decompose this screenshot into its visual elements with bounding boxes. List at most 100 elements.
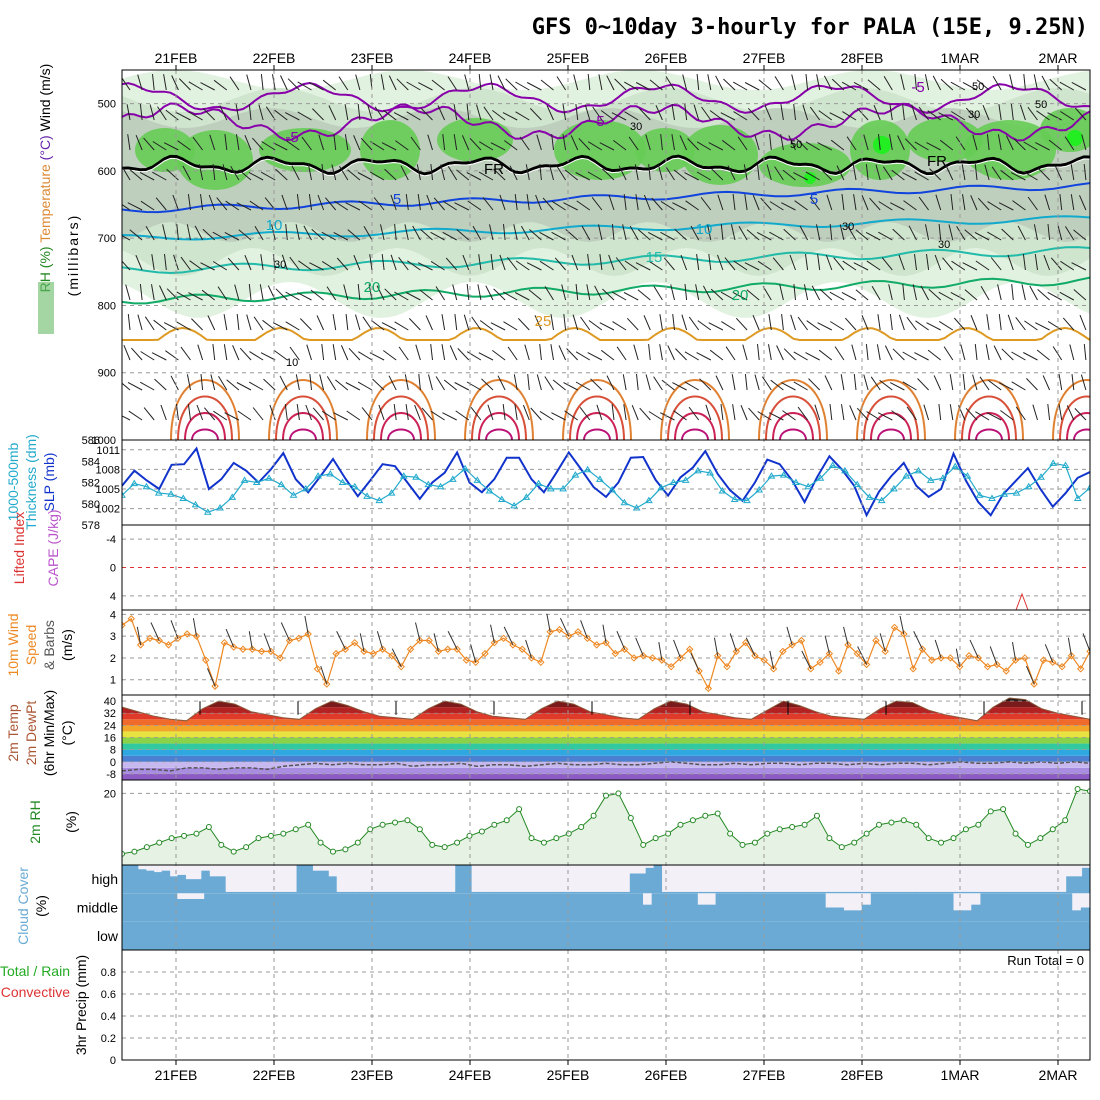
wind-barb bbox=[598, 224, 603, 241]
cloud-high-bar bbox=[407, 891, 417, 894]
date-label-top: 26FEB bbox=[645, 50, 688, 66]
wind-barb bbox=[175, 404, 179, 421]
rh2m-marker bbox=[838, 844, 845, 851]
upper-air-ylabel-part: Temperature bbox=[37, 160, 53, 242]
wind-barb bbox=[1038, 168, 1050, 181]
cloud-high-bar bbox=[431, 891, 440, 894]
wind-barb bbox=[720, 112, 736, 121]
warm-dome-isotherm bbox=[170, 379, 240, 440]
upper-air-ylabel: RH (%) Temperature (°C) Wind (m/s) bbox=[37, 64, 53, 293]
wind-barb bbox=[866, 411, 881, 421]
wind-barb bbox=[331, 164, 337, 181]
wind-barb bbox=[493, 168, 506, 181]
wind-barb bbox=[587, 254, 591, 271]
warm-dome-isotherm bbox=[660, 379, 730, 440]
wind-barb bbox=[1015, 316, 1026, 331]
warm-dome-isotherm bbox=[975, 428, 1003, 440]
wind-barb bbox=[1064, 226, 1075, 241]
thickness-marker bbox=[338, 478, 347, 485]
wind-barb bbox=[497, 75, 506, 91]
wind-barb bbox=[611, 112, 627, 121]
rh2m-marker bbox=[466, 832, 473, 839]
wind-barb bbox=[309, 374, 312, 391]
wind-barb bbox=[467, 200, 482, 211]
wind-barb bbox=[466, 104, 470, 121]
wind10m-marker bbox=[527, 654, 536, 662]
wind-barb bbox=[987, 201, 1002, 211]
cloud-middle-bar bbox=[889, 893, 899, 922]
wind-barb bbox=[297, 81, 312, 91]
wind10m-marker bbox=[797, 636, 806, 645]
upper-air-ylabel-part: Wind bbox=[37, 96, 53, 132]
wind-barb bbox=[892, 228, 905, 241]
cloud-plot bbox=[122, 865, 1090, 950]
thickness-marker bbox=[706, 468, 715, 476]
wind-barb bbox=[829, 291, 845, 301]
wind-barb bbox=[914, 141, 929, 151]
wind-barb bbox=[761, 376, 772, 391]
thickness-marker bbox=[1049, 459, 1058, 466]
wind-barb bbox=[673, 410, 687, 421]
wind-barb bbox=[127, 202, 143, 211]
wind-barb bbox=[682, 74, 688, 91]
wind-barb bbox=[287, 78, 300, 91]
wind-barb bbox=[914, 171, 929, 181]
thickness-marker bbox=[645, 496, 653, 504]
wind-barb bbox=[466, 381, 482, 391]
wind-barb bbox=[980, 285, 990, 301]
cloud-middle-bar bbox=[496, 893, 507, 922]
wind-barb bbox=[768, 412, 784, 421]
wind-barb bbox=[805, 171, 820, 181]
wind-barb bbox=[853, 81, 869, 91]
cloud-high-bar bbox=[788, 891, 797, 894]
wind-barb bbox=[684, 172, 699, 181]
thickness-marker bbox=[914, 466, 923, 474]
wind-barb bbox=[809, 196, 821, 211]
rh2m-ylabel-line: 2m RH bbox=[27, 800, 43, 844]
thickness-marker bbox=[252, 478, 261, 485]
thickness-marker bbox=[890, 484, 898, 492]
cloud-high-bar bbox=[550, 891, 559, 894]
cloud-middle-bar bbox=[1080, 907, 1090, 922]
cloud-high-bar bbox=[693, 891, 702, 894]
wind-barb bbox=[974, 164, 978, 181]
wind-barb bbox=[972, 134, 978, 151]
wind-barb bbox=[764, 105, 772, 121]
wind-barb bbox=[139, 284, 143, 301]
wind10m-barb bbox=[248, 631, 253, 650]
wind-barb bbox=[418, 374, 421, 391]
wind-barb bbox=[122, 382, 131, 391]
wind-barb bbox=[428, 374, 433, 391]
cloud-high-bar bbox=[590, 891, 599, 894]
warm-dome-isotherm bbox=[877, 428, 905, 440]
wind-barb bbox=[696, 171, 712, 181]
thickness-marker bbox=[816, 474, 825, 481]
stability-tick: -4 bbox=[106, 534, 116, 546]
rh2m-marker bbox=[1024, 841, 1031, 848]
thickness-marker bbox=[436, 482, 445, 490]
cloud-high-bar bbox=[145, 870, 155, 894]
cloud-high-bar bbox=[137, 869, 147, 894]
wind-barb bbox=[696, 74, 700, 91]
wind-barb bbox=[417, 262, 433, 271]
wind-barb bbox=[404, 374, 409, 391]
wind-barb bbox=[443, 200, 457, 211]
wind-barb bbox=[1059, 194, 1063, 211]
cloud-high-bar bbox=[669, 891, 678, 894]
wind-barb bbox=[877, 314, 881, 331]
cloud-high-bar bbox=[661, 891, 670, 894]
wind-barb bbox=[935, 194, 942, 211]
wind-barb bbox=[310, 289, 324, 301]
wind10m-marker bbox=[239, 645, 247, 653]
temp2m-tick: 8 bbox=[110, 745, 116, 757]
temp2m-line bbox=[122, 697, 1090, 722]
thickness-marker bbox=[216, 504, 224, 511]
wind-barb bbox=[575, 284, 579, 301]
cloud-middle-bar bbox=[898, 893, 908, 922]
wind-barb bbox=[622, 224, 627, 241]
cloud-high-bar bbox=[502, 891, 512, 894]
wind-barb bbox=[503, 321, 518, 331]
isotherm-label: 20 bbox=[732, 287, 749, 304]
temp2m-tick: 32 bbox=[104, 708, 116, 720]
wind-barb bbox=[949, 404, 954, 421]
